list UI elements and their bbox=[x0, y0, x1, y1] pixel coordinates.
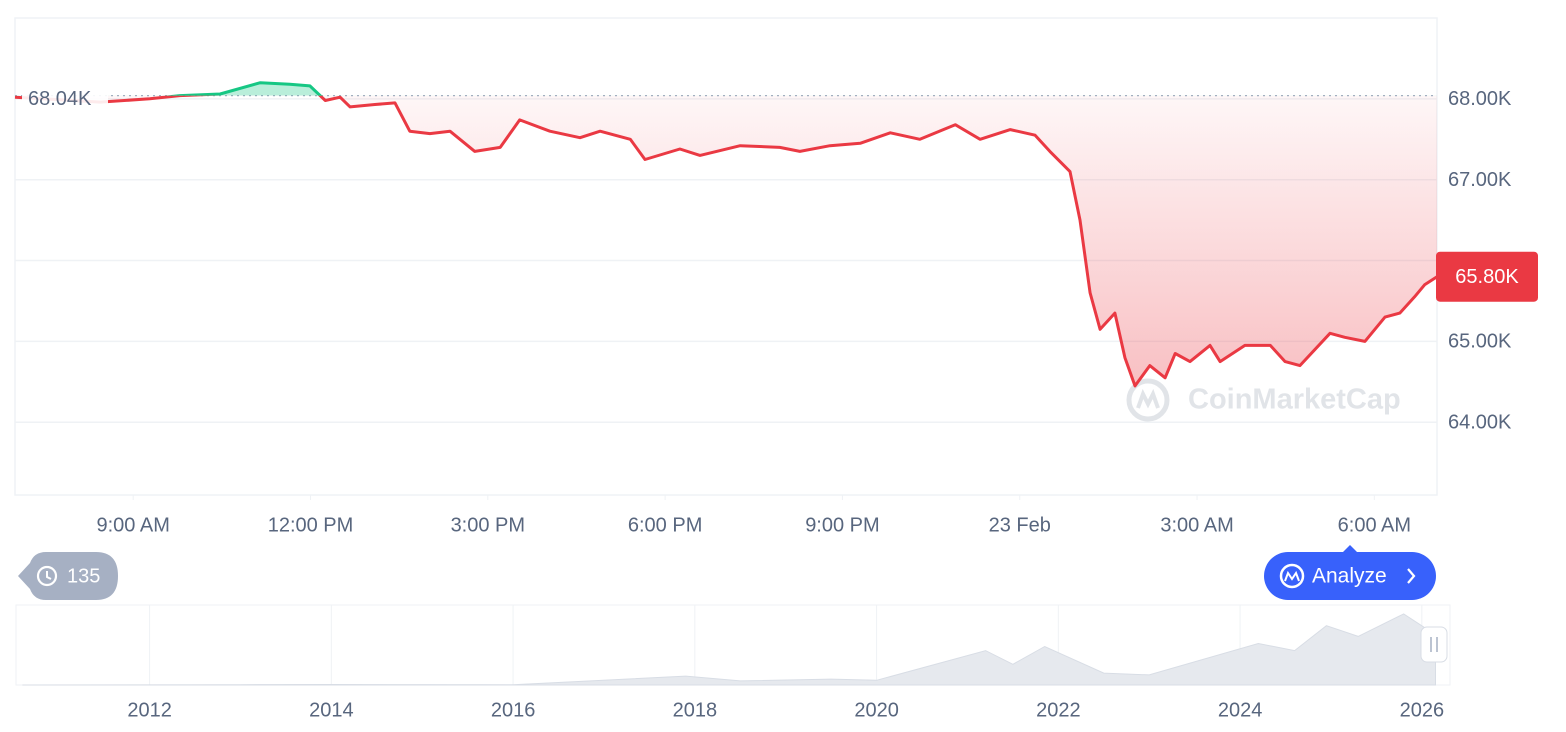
y-tick-label: 68.00K bbox=[1448, 88, 1512, 110]
x-tick-label: 9:00 PM bbox=[805, 514, 879, 536]
navigator-tick-label: 2024 bbox=[1218, 699, 1263, 721]
history-count: 135 bbox=[67, 565, 100, 587]
navigator-tick-label: 2018 bbox=[673, 699, 718, 721]
navigator-tick-label: 2022 bbox=[1036, 699, 1081, 721]
current-price-box bbox=[1436, 251, 1538, 302]
x-tick-label: 3:00 AM bbox=[1160, 514, 1233, 536]
area-below bbox=[15, 95, 1437, 386]
navigator-handle[interactable] bbox=[1420, 626, 1448, 663]
x-tick-label: 9:00 AM bbox=[97, 514, 170, 536]
navigator-tick-label: 2016 bbox=[491, 699, 536, 721]
current-price-label: 65.80K bbox=[1455, 266, 1519, 288]
navigator-tick-label: 2020 bbox=[854, 699, 899, 721]
navigator-tick-label: 2012 bbox=[127, 699, 172, 721]
analyze-label: Analyze bbox=[1312, 565, 1387, 588]
y-tick-label: 65.00K bbox=[1448, 331, 1512, 353]
reference-label-bg bbox=[22, 81, 108, 110]
navigator: 2012 2014 2016 2018 2020 2022 2024 2026 bbox=[15, 604, 1451, 721]
x-tick-label: 23 Feb bbox=[989, 514, 1051, 536]
navigator-area bbox=[22, 613, 1436, 686]
y-tick-label: 67.00K bbox=[1448, 169, 1512, 191]
navigator-tick-label: 2014 bbox=[309, 699, 354, 721]
analyze-button[interactable]: Analyze bbox=[1264, 545, 1436, 600]
series bbox=[14, 81, 1438, 388]
history-badge[interactable]: 135 bbox=[18, 552, 118, 600]
y-tick-label: 64.00K bbox=[1448, 412, 1512, 434]
x-tick-label: 12:00 PM bbox=[268, 514, 354, 536]
line-below bbox=[14, 95, 1438, 388]
x-tick-label: 3:00 PM bbox=[451, 514, 525, 536]
x-tick-label: 6:00 PM bbox=[628, 514, 702, 536]
area-above bbox=[179, 82, 321, 96]
x-tick-label: 6:00 AM bbox=[1338, 514, 1411, 536]
navigator-tick-label: 2026 bbox=[1400, 699, 1445, 721]
reference-label: 68.04K bbox=[28, 88, 92, 110]
watermark-text: CoinMarketCap bbox=[1188, 384, 1401, 416]
watermark: CoinMarketCap bbox=[1126, 378, 1401, 422]
